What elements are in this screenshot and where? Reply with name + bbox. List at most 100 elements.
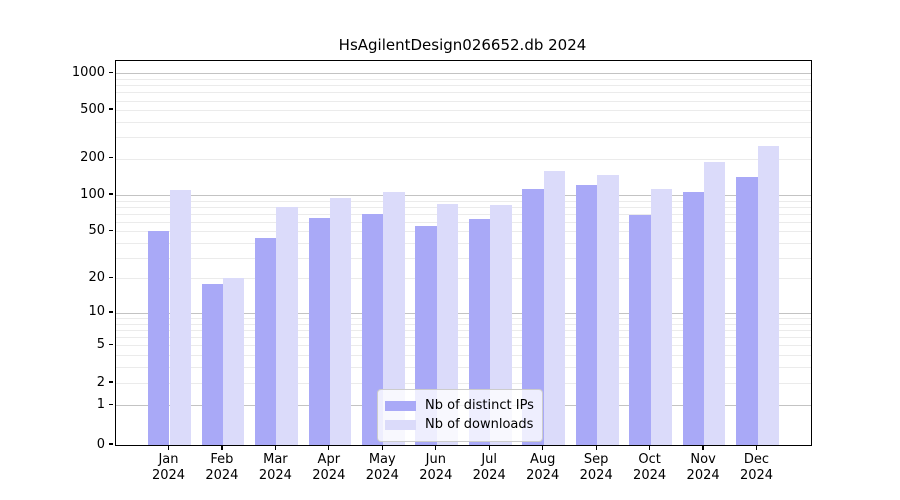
x-tick-aug xyxy=(542,446,544,450)
x-tick-jun xyxy=(435,446,437,450)
x-tick-label-sep: Sep 2024 xyxy=(579,452,613,483)
gridline-90 xyxy=(116,200,811,202)
bar-jan-downloads xyxy=(169,190,191,445)
gridline-4 xyxy=(116,355,811,357)
gridline-20 xyxy=(116,278,811,280)
x-tick-jan xyxy=(167,446,170,450)
bar-dec-downloads xyxy=(757,146,779,445)
gridline-600 xyxy=(116,100,811,102)
bar-may-downloads xyxy=(383,192,405,445)
y-tick-label-200: 200 xyxy=(80,150,105,165)
x-tick-label-jun: Jun 2024 xyxy=(419,452,453,483)
chart-title: HsAgilentDesign026652.db 2024 xyxy=(338,36,587,54)
plot-area xyxy=(115,60,812,446)
gridline-6 xyxy=(116,337,811,339)
bar-feb-distinct-ips xyxy=(201,283,223,445)
gridline-50 xyxy=(116,231,811,233)
gridline-100 xyxy=(116,195,811,196)
y-tick-label-2: 2 xyxy=(96,374,105,390)
gridline-1000 xyxy=(116,73,811,75)
gridline-10 xyxy=(116,312,811,314)
y-tick-2 xyxy=(109,381,113,383)
x-tick-label-apr: Apr 2024 xyxy=(312,452,346,483)
bar-aug-distinct-ips xyxy=(522,188,544,445)
bar-nov-distinct-ips xyxy=(682,191,705,445)
bar-aug-downloads xyxy=(543,170,566,445)
y-tick-label-1: 1 xyxy=(96,396,105,412)
y-tick-100 xyxy=(109,193,113,195)
gridline-5 xyxy=(116,345,811,347)
x-tick-label-oct: Oct 2024 xyxy=(633,452,667,483)
y-tick-1000 xyxy=(109,71,113,74)
y-tick-label-10: 10 xyxy=(88,304,105,320)
gridline-8 xyxy=(116,323,811,325)
legend-item-distinct-ips: Nb of distinct IPs xyxy=(385,397,534,414)
gridline-900 xyxy=(116,79,811,80)
x-tick-sep xyxy=(595,446,597,450)
y-tick-label-100: 100 xyxy=(80,186,105,202)
x-tick-apr xyxy=(328,446,330,450)
y-tick-20 xyxy=(109,276,113,279)
bar-mar-distinct-ips xyxy=(255,237,277,445)
gridline-7 xyxy=(116,329,811,331)
bar-apr-distinct-ips xyxy=(308,217,330,445)
x-tick-mar xyxy=(274,446,277,450)
x-tick-label-jul: Jul 2024 xyxy=(472,452,506,483)
x-tick-nov xyxy=(702,446,704,450)
gridline-500 xyxy=(116,110,811,112)
x-tick-may xyxy=(381,446,383,450)
x-tick-label-may: May 2024 xyxy=(365,452,399,483)
y-tick-10 xyxy=(109,311,113,313)
y-tick-500 xyxy=(109,108,113,110)
legend-label-distinct-ips: Nb of distinct IPs xyxy=(425,398,534,413)
gridline-300 xyxy=(116,137,811,139)
bar-feb-downloads xyxy=(222,278,245,445)
y-tick-label-50: 50 xyxy=(88,222,105,238)
x-tick-label-mar: Mar 2024 xyxy=(258,452,292,483)
gridline-60 xyxy=(116,221,811,223)
bar-sep-downloads xyxy=(597,175,619,445)
bar-dec-distinct-ips xyxy=(736,177,758,445)
gridline-70 xyxy=(116,213,811,215)
gridline-30 xyxy=(116,257,811,259)
bar-jun-downloads xyxy=(436,203,459,445)
bar-apr-downloads xyxy=(329,197,352,445)
x-tick-label-nov: Nov 2024 xyxy=(686,452,720,483)
bar-jul-downloads xyxy=(490,204,512,445)
x-tick-label-aug: Aug 2024 xyxy=(526,452,560,483)
gridline-40 xyxy=(116,242,811,244)
x-tick-oct xyxy=(648,446,651,450)
bar-oct-distinct-ips xyxy=(629,215,651,445)
bar-nov-downloads xyxy=(704,161,726,445)
x-tick-jul xyxy=(488,446,490,450)
x-tick-feb xyxy=(221,446,223,450)
x-tick-label-dec: Dec 2024 xyxy=(739,452,774,483)
bar-may-distinct-ips xyxy=(361,213,384,445)
y-tick-50 xyxy=(109,229,113,231)
y-tick-label-5: 5 xyxy=(96,336,105,352)
x-tick-label-jan: Jan 2024 xyxy=(151,452,186,483)
bar-mar-downloads xyxy=(276,206,298,445)
bar-sep-distinct-ips xyxy=(575,185,598,445)
legend-label-downloads: Nb of downloads xyxy=(425,417,534,432)
y-tick-label-1000: 1000 xyxy=(71,64,105,80)
legend-item-downloads: Nb of downloads xyxy=(385,416,534,433)
gridline-200 xyxy=(116,158,811,160)
y-tick-label-500: 500 xyxy=(80,101,105,117)
gridline-3 xyxy=(116,367,811,369)
y-tick-label-20: 20 xyxy=(88,269,105,285)
bar-jul-distinct-ips xyxy=(468,219,491,445)
x-tick-label-feb: Feb 2024 xyxy=(205,452,239,483)
x-tick-dec xyxy=(755,446,758,450)
distinct-ips-swatch xyxy=(385,400,416,411)
downloads-swatch xyxy=(385,419,416,430)
gridline-400 xyxy=(116,121,811,123)
y-tick-0 xyxy=(109,443,113,445)
y-tick-label-0: 0 xyxy=(96,436,105,452)
y-tick-200 xyxy=(109,156,113,159)
gridline-700 xyxy=(116,92,811,94)
gridline-2 xyxy=(116,383,811,384)
gridline-80 xyxy=(116,206,811,208)
bar-jan-distinct-ips xyxy=(148,231,170,445)
